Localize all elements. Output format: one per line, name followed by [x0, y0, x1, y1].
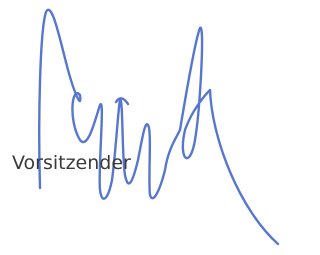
- role-label: Vorsitzender: [12, 152, 131, 174]
- signature-stroke: [39, 10, 278, 244]
- signature-image: Vorsitzender: [0, 0, 281, 255]
- page: Vorsitzender (() => { const data = JSON.…: [0, 0, 281, 255]
